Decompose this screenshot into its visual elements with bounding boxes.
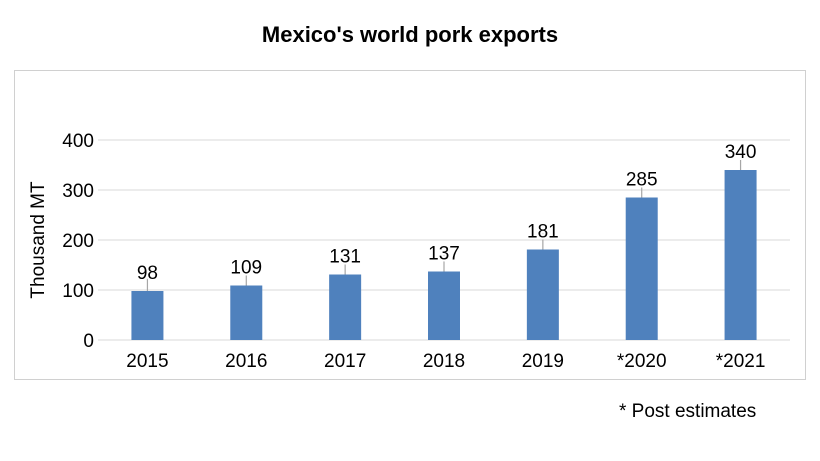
x-tick-label: 2015	[126, 351, 168, 372]
x-tick-label: 2019	[522, 351, 564, 372]
data-label: 340	[725, 142, 757, 163]
x-tick-label: 2016	[225, 351, 267, 372]
bar-2015	[131, 291, 164, 340]
x-tick-label: 2017	[324, 351, 366, 372]
y-tick-label: 200	[62, 231, 94, 252]
footnote: * Post estimates	[619, 401, 757, 422]
data-label: 109	[230, 258, 262, 279]
y-tick-label: 100	[62, 281, 94, 302]
data-label: 98	[137, 263, 158, 284]
chart-title: Mexico's world pork exports	[261, 22, 559, 47]
y-tick-label: 400	[62, 131, 94, 152]
bar-2019	[526, 249, 559, 340]
bar-2016	[230, 285, 263, 340]
x-tick-label: *2021	[716, 351, 766, 372]
y-tick-labels: 0 100 200 300 400	[62, 131, 94, 352]
chart-frame	[14, 70, 806, 380]
data-label: 131	[329, 247, 361, 268]
x-tick-label: 2018	[423, 351, 465, 372]
x-tick-labels: 2015 2016 2017 2018 2019 *2020 *2021	[126, 351, 765, 372]
x-tick-label: *2020	[617, 351, 667, 372]
bar-est-2020	[625, 197, 658, 340]
error-bars	[146, 154, 742, 291]
y-axis-label: Thousand MT	[28, 181, 49, 299]
bars	[131, 170, 757, 340]
bar-2018	[428, 271, 460, 340]
bar-2017	[329, 274, 362, 340]
bar-est-2021	[724, 170, 757, 340]
data-label: 181	[527, 222, 559, 243]
data-label: 285	[626, 170, 658, 191]
y-tick-label: 300	[62, 181, 94, 202]
data-labels: 98 109 131 137 181 285 340	[135, 140, 759, 286]
data-label: 137	[428, 244, 460, 265]
y-tick-label: 0	[83, 331, 94, 352]
